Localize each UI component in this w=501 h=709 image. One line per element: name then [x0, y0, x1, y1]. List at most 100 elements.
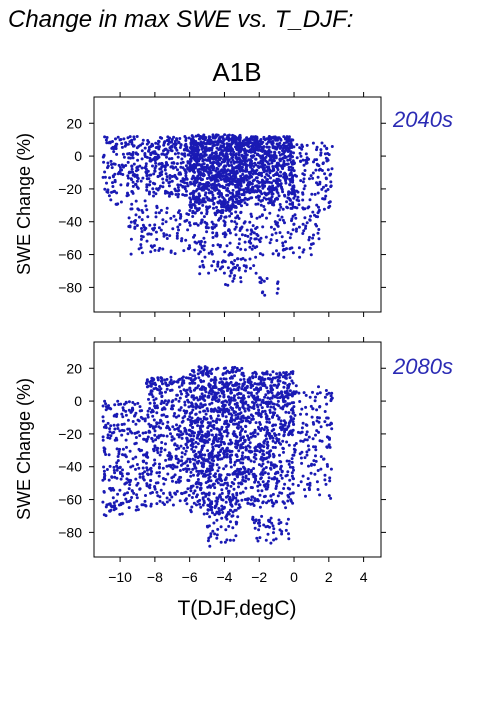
scatter-point — [238, 406, 241, 410]
scatter-point — [211, 222, 215, 226]
scatter-point — [262, 196, 266, 200]
scatter-point — [196, 424, 200, 428]
scatter-point — [253, 449, 257, 453]
scatter-point — [207, 433, 211, 437]
scatter-point — [217, 406, 221, 410]
scatter-point — [272, 199, 276, 203]
scatter-point — [258, 423, 262, 426]
scatter-point — [144, 204, 148, 208]
scatter-point — [194, 157, 198, 161]
scatter-point — [199, 417, 202, 421]
scatter-point — [284, 506, 288, 510]
scatter-point — [186, 160, 190, 164]
scatter-point — [235, 179, 239, 182]
scatter-point — [251, 146, 255, 150]
scatter-point — [264, 415, 268, 419]
scatter-point — [220, 457, 224, 461]
scatter-point — [153, 155, 157, 159]
scatter-point — [261, 184, 265, 188]
scatter-point — [248, 376, 252, 380]
scatter-point — [260, 213, 264, 217]
scatter-point — [152, 418, 156, 422]
scatter-point — [273, 220, 277, 224]
scatter-point — [192, 168, 196, 172]
scatter-point — [249, 174, 253, 178]
scatter-point — [243, 234, 247, 237]
scatter-point — [184, 170, 188, 174]
scatter-point — [316, 191, 320, 195]
scatter-point — [236, 246, 240, 249]
scatter-point — [196, 473, 200, 477]
scatter-point — [163, 378, 167, 382]
scatter-point — [197, 195, 201, 199]
scatter-point — [112, 150, 116, 154]
scatter-point — [230, 498, 234, 502]
scatter-point — [212, 482, 215, 486]
scatter-point — [181, 152, 185, 156]
scatter-point — [275, 414, 279, 418]
scatter-point — [191, 209, 195, 213]
scatter-point — [260, 174, 264, 178]
scatter-point — [103, 447, 107, 451]
scatter-point — [241, 457, 245, 461]
scatter-point — [111, 431, 114, 435]
scatter-point — [243, 138, 247, 142]
scatter-point — [267, 187, 271, 191]
x-tick-label: −6 — [182, 569, 198, 585]
scatter-point — [256, 234, 260, 238]
scatter-point — [160, 394, 164, 398]
scatter-point — [298, 146, 302, 150]
scatter-point — [176, 151, 180, 155]
scatter-point — [228, 173, 232, 177]
scatter-point — [232, 277, 236, 280]
scatter-point — [313, 399, 317, 403]
scatter-point — [201, 144, 205, 148]
scatter-point — [280, 235, 284, 239]
scatter-point — [236, 416, 240, 420]
scatter-point — [208, 421, 212, 425]
scatter-point — [276, 280, 280, 284]
scatter-point — [240, 165, 244, 169]
scatter-point — [218, 136, 221, 140]
scatter-point — [276, 396, 280, 400]
scatter-point — [124, 409, 128, 413]
scatter-point — [251, 384, 255, 388]
scatter-point — [158, 453, 162, 457]
scatter-point — [240, 233, 244, 237]
scatter-point — [300, 461, 304, 465]
scatter-point — [210, 141, 214, 145]
scatter-point — [135, 173, 139, 177]
scatter-point — [268, 421, 271, 424]
scatter-point — [217, 148, 221, 152]
scatter-point — [208, 515, 212, 519]
scatter-point — [304, 224, 308, 228]
scatter-point — [287, 193, 290, 196]
scatter-point — [275, 437, 279, 440]
scatter-point — [164, 147, 168, 151]
scatter-point — [243, 380, 247, 384]
scatter-point — [176, 433, 179, 437]
scatter-point — [149, 153, 153, 157]
scatter-point — [151, 439, 155, 443]
scatter-point — [116, 427, 120, 430]
scatter-point — [276, 214, 280, 218]
scatter-point — [253, 447, 257, 450]
scatter-point — [233, 418, 237, 422]
scatter-point — [217, 512, 221, 516]
scatter-point — [227, 253, 231, 257]
scatter-point — [180, 157, 184, 161]
scatter-point — [249, 266, 252, 270]
scatter-point — [222, 395, 226, 399]
scatter-point — [111, 185, 115, 188]
scatter-point — [261, 410, 265, 414]
scatter-point — [313, 158, 317, 162]
scatter-point — [121, 468, 124, 472]
scatter-point — [183, 187, 187, 191]
scatter-point — [102, 490, 106, 494]
scatter-point — [259, 236, 263, 240]
scatter-point — [103, 187, 107, 191]
scatter-point — [273, 155, 277, 159]
scatter-point — [194, 466, 198, 470]
scatter-point — [126, 142, 130, 146]
scatter-point — [231, 191, 234, 195]
